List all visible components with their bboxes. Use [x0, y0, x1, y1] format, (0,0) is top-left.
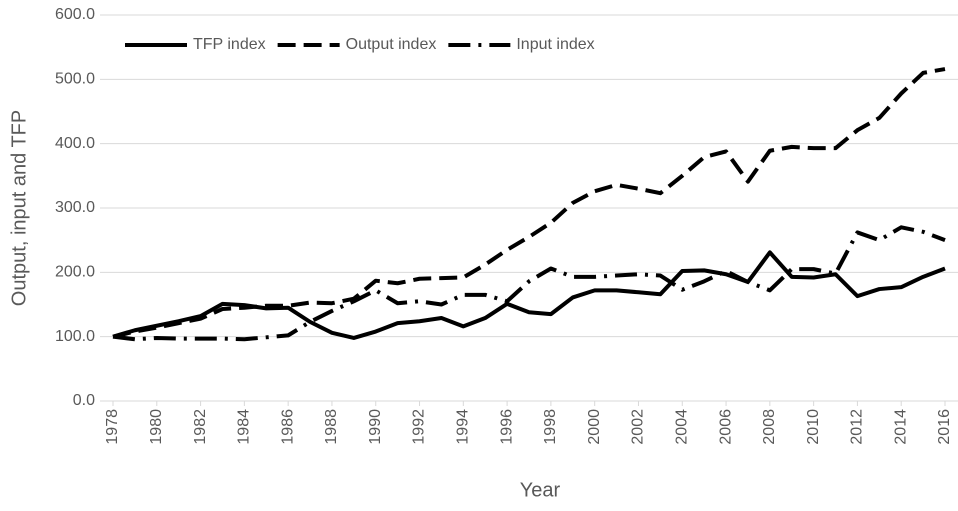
x-tick-label: 1978 — [104, 409, 121, 445]
x-tick-label: 2008 — [761, 409, 778, 445]
x-tick-label: 1992 — [411, 409, 428, 445]
x-tick-label: 2014 — [892, 409, 909, 445]
x-tick-label: 1982 — [192, 409, 209, 445]
x-axis-title: Year — [520, 479, 561, 501]
x-tick-label: 1996 — [498, 409, 515, 445]
x-tick-label: 1980 — [148, 409, 165, 445]
x-tick-label: 1990 — [367, 409, 384, 445]
y-tick-label: 200.0 — [55, 264, 95, 281]
legend-label: Output index — [346, 36, 437, 53]
series-line — [112, 250, 946, 340]
y-tick-label: 300.0 — [55, 199, 95, 216]
x-tick-label: 2006 — [717, 409, 734, 445]
y-tick-label: 100.0 — [55, 328, 95, 345]
y-tick-label: 400.0 — [55, 135, 95, 152]
legend-label: TFP index — [193, 36, 266, 53]
x-tick-label: 2016 — [936, 409, 953, 445]
y-tick-label: 0.0 — [73, 392, 95, 409]
x-tick-label: 2012 — [849, 409, 866, 445]
x-tick-label: 1998 — [542, 409, 559, 445]
x-tick-label: 2010 — [805, 409, 822, 445]
x-tick-label: 1994 — [455, 409, 472, 445]
x-tick-label: 2002 — [630, 409, 647, 445]
x-tick-label: 1986 — [279, 409, 296, 445]
y-tick-label: 500.0 — [55, 71, 95, 88]
series-line — [112, 67, 946, 339]
y-axis-title: Output, input and TFP — [8, 110, 30, 306]
x-tick-label: 1988 — [323, 409, 340, 445]
x-tick-label: 2000 — [586, 409, 603, 445]
y-tick-label: 600.0 — [55, 6, 95, 23]
x-tick-label: 2004 — [673, 409, 690, 445]
legend-label: Input index — [516, 36, 594, 53]
series-line — [112, 225, 946, 342]
x-tick-label: 1984 — [236, 409, 253, 445]
